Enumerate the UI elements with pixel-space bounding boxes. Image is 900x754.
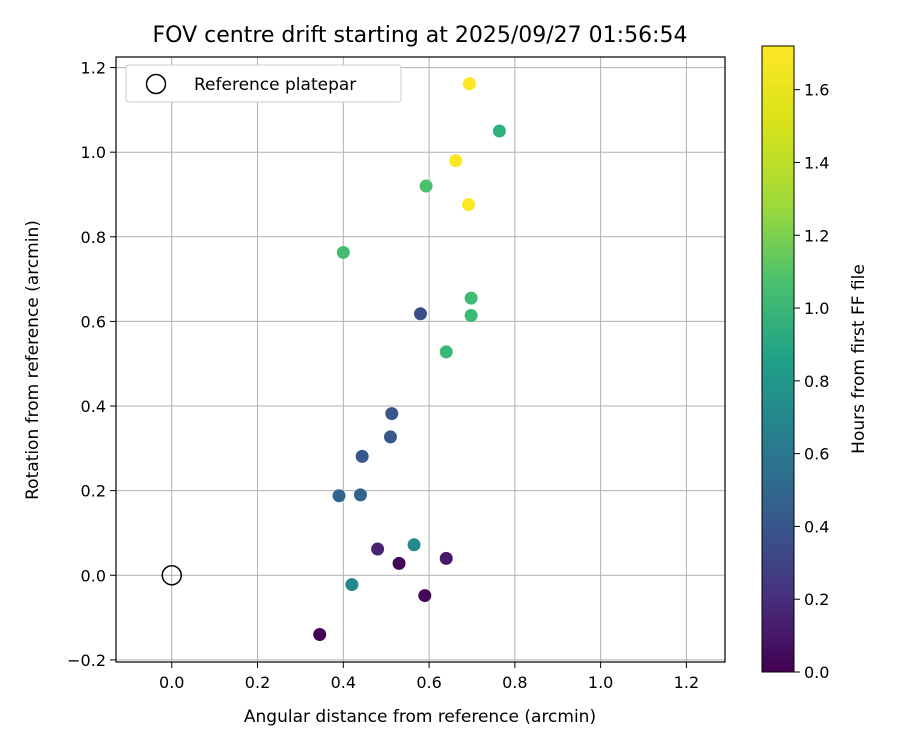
data-point xyxy=(462,198,476,212)
x-tick-label: 0.4 xyxy=(331,673,356,692)
x-tick-label: 0.2 xyxy=(245,673,270,692)
data-point xyxy=(345,578,359,592)
data-point xyxy=(419,179,433,193)
data-point xyxy=(418,589,432,603)
data-point xyxy=(355,449,369,463)
y-tick-label: 0.0 xyxy=(81,566,106,585)
data-point xyxy=(336,245,350,259)
data-point xyxy=(353,488,367,502)
y-axis-ticks: −0.2 0.0 0.2 0.4 0.6 0.8 1.0 1.2 xyxy=(67,59,116,670)
data-point xyxy=(392,556,406,570)
colorbar-tick-label: 1.4 xyxy=(804,153,829,172)
colorbar: 0.0 0.2 0.4 0.6 0.8 1.0 1.2 1.4 1.6 Hours from f… xyxy=(761,45,869,682)
y-axis-label: Rotation from reference (arcmin) xyxy=(23,220,43,500)
chart-title: FOV centre drift starting at 2025/09/27 … xyxy=(153,23,688,48)
data-point xyxy=(439,345,453,359)
colorbar-tick-label: 0.2 xyxy=(804,590,829,609)
data-point xyxy=(414,307,427,321)
grid xyxy=(116,57,725,662)
x-tick-label: 0.0 xyxy=(159,673,184,692)
colorbar-tick-label: 0.6 xyxy=(804,445,829,464)
data-point xyxy=(462,77,476,91)
x-axis-label: Angular distance from reference (arcmin) xyxy=(244,707,596,727)
legend-label: Reference platepar xyxy=(194,75,356,95)
x-tick-label: 1.0 xyxy=(588,673,613,692)
data-point xyxy=(464,291,478,305)
colorbar-tick-label: 1.0 xyxy=(804,299,829,318)
colorbar-gradient xyxy=(761,45,795,673)
data-point xyxy=(383,430,397,444)
y-tick-label: 1.0 xyxy=(81,143,106,162)
legend-marker-icon xyxy=(145,73,167,95)
colorbar-tick-label: 1.6 xyxy=(804,81,829,100)
data-point xyxy=(313,628,327,641)
x-tick-label: 0.6 xyxy=(416,673,441,692)
x-tick-label: 0.8 xyxy=(502,673,527,692)
x-tick-label: 1.2 xyxy=(674,673,699,692)
plot-frame xyxy=(115,56,726,663)
y-tick-label: 0.2 xyxy=(81,482,106,501)
y-tick-label: 0.4 xyxy=(81,397,106,416)
data-point xyxy=(492,124,506,138)
data-point xyxy=(449,154,463,168)
colorbar-label: Hours from first FF file xyxy=(849,264,869,454)
colorbar-tick-label: 0.8 xyxy=(804,372,829,391)
data-point xyxy=(332,489,346,503)
y-tick-label: 0.6 xyxy=(81,312,106,331)
data-point xyxy=(439,551,453,565)
reference-platepar-marker xyxy=(161,565,183,586)
y-tick-label: −0.2 xyxy=(67,651,106,670)
legend-frame xyxy=(125,64,402,103)
colorbar-tick-label: 0.0 xyxy=(804,663,829,682)
legend: Reference platepar xyxy=(125,64,402,103)
x-axis-ticks: 0.0 0.2 0.4 0.6 0.8 1.0 1.2 xyxy=(159,662,699,692)
data-point xyxy=(385,407,399,421)
y-tick-label: 1.2 xyxy=(81,59,106,78)
data-points xyxy=(161,77,506,641)
data-point xyxy=(464,309,478,322)
plot-background xyxy=(116,57,725,662)
colorbar-tick-label: 1.2 xyxy=(804,226,829,245)
data-point xyxy=(371,542,385,556)
y-tick-label: 0.8 xyxy=(81,228,106,247)
colorbar-ticks: 0.0 0.2 0.4 0.6 0.8 1.0 1.2 1.4 1.6 xyxy=(794,81,829,682)
colorbar-tick-label: 0.4 xyxy=(804,517,829,536)
data-point xyxy=(407,538,421,552)
